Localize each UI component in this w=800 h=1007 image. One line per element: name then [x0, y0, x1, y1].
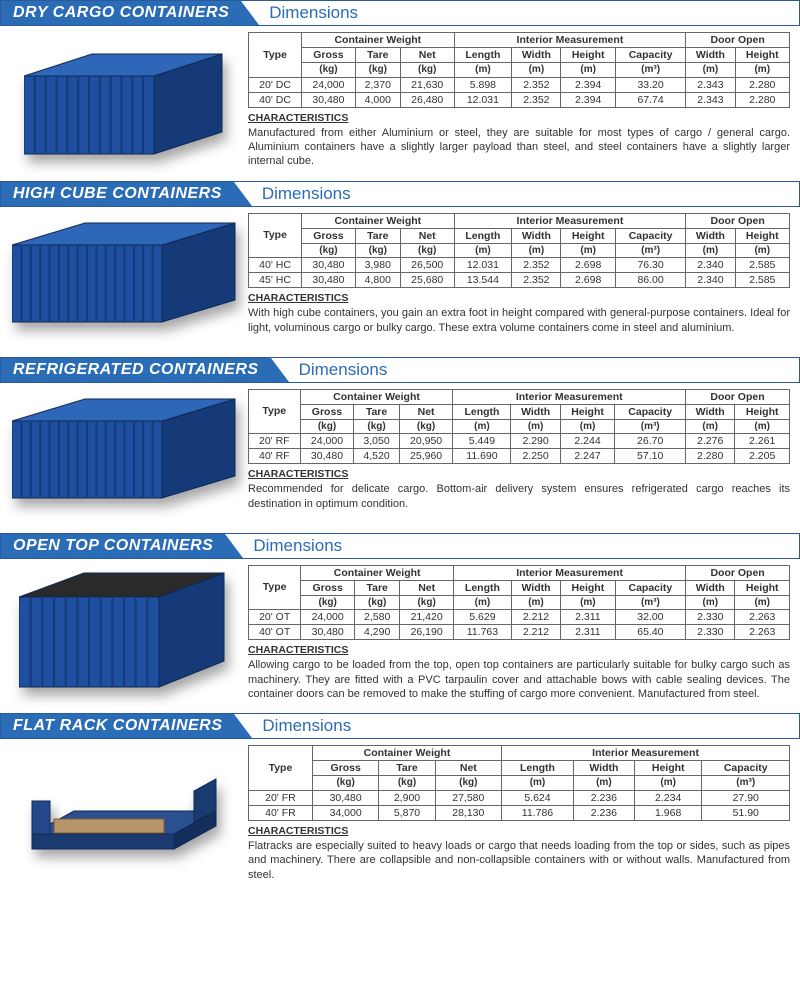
container-section: HIGH CUBE CONTAINERS Dimensions TypeCont… — [0, 181, 800, 347]
characteristics-text: Recommended for delicate cargo. Bottom-a… — [248, 482, 790, 511]
spec-table: TypeContainer WeightInterior Measurement… — [248, 32, 790, 108]
characteristics-text: Flatracks are especially suited to heavy… — [248, 839, 790, 882]
section-header: REFRIGERATED CONTAINERS Dimensions — [0, 357, 800, 383]
dimensions-label: Dimensions — [289, 358, 799, 382]
container-image — [10, 32, 238, 169]
characteristics-heading: CHARACTERISTICS — [248, 825, 790, 837]
characteristics-heading: CHARACTERISTICS — [248, 292, 790, 304]
dimensions-label: Dimensions — [252, 182, 799, 206]
dimensions-label: Dimensions — [243, 534, 799, 558]
section-title: DRY CARGO CONTAINERS — [1, 1, 241, 25]
container-image — [10, 565, 238, 702]
container-section: OPEN TOP CONTAINERS Dimensions TypeConta… — [0, 533, 800, 704]
container-section: REFRIGERATED CONTAINERS Dimensions TypeC… — [0, 357, 800, 523]
dimensions-label: Dimensions — [259, 1, 799, 25]
characteristics-heading: CHARACTERISTICS — [248, 112, 790, 124]
spec-table: TypeContainer WeightInterior Measurement… — [248, 745, 790, 821]
section-title: HIGH CUBE CONTAINERS — [1, 182, 234, 206]
container-section: FLAT RACK CONTAINERS Dimensions TypeCont… — [0, 713, 800, 884]
section-header: OPEN TOP CONTAINERS Dimensions — [0, 533, 800, 559]
section-header: HIGH CUBE CONTAINERS Dimensions — [0, 181, 800, 207]
section-header: FLAT RACK CONTAINERS Dimensions — [0, 713, 800, 739]
section-title: OPEN TOP CONTAINERS — [1, 534, 225, 558]
spec-table: TypeContainer WeightInterior Measurement… — [248, 389, 790, 465]
section-title: FLAT RACK CONTAINERS — [1, 714, 234, 738]
characteristics-heading: CHARACTERISTICS — [248, 468, 790, 480]
characteristics-heading: CHARACTERISTICS — [248, 644, 790, 656]
section-title: REFRIGERATED CONTAINERS — [1, 358, 271, 382]
section-header: DRY CARGO CONTAINERS Dimensions — [0, 0, 800, 26]
container-image — [10, 745, 238, 882]
characteristics-text: Manufactured from either Aluminium or st… — [248, 126, 790, 169]
characteristics-text: Allowing cargo to be loaded from the top… — [248, 658, 790, 701]
container-image — [10, 389, 238, 521]
container-section: DRY CARGO CONTAINERS Dimensions TypeCont… — [0, 0, 800, 171]
characteristics-text: With high cube containers, you gain an e… — [248, 306, 790, 335]
spec-table: TypeContainer WeightInterior Measurement… — [248, 213, 790, 289]
spec-table: TypeContainer WeightInterior Measurement… — [248, 565, 790, 641]
dimensions-label: Dimensions — [252, 714, 799, 738]
container-image — [10, 213, 238, 345]
